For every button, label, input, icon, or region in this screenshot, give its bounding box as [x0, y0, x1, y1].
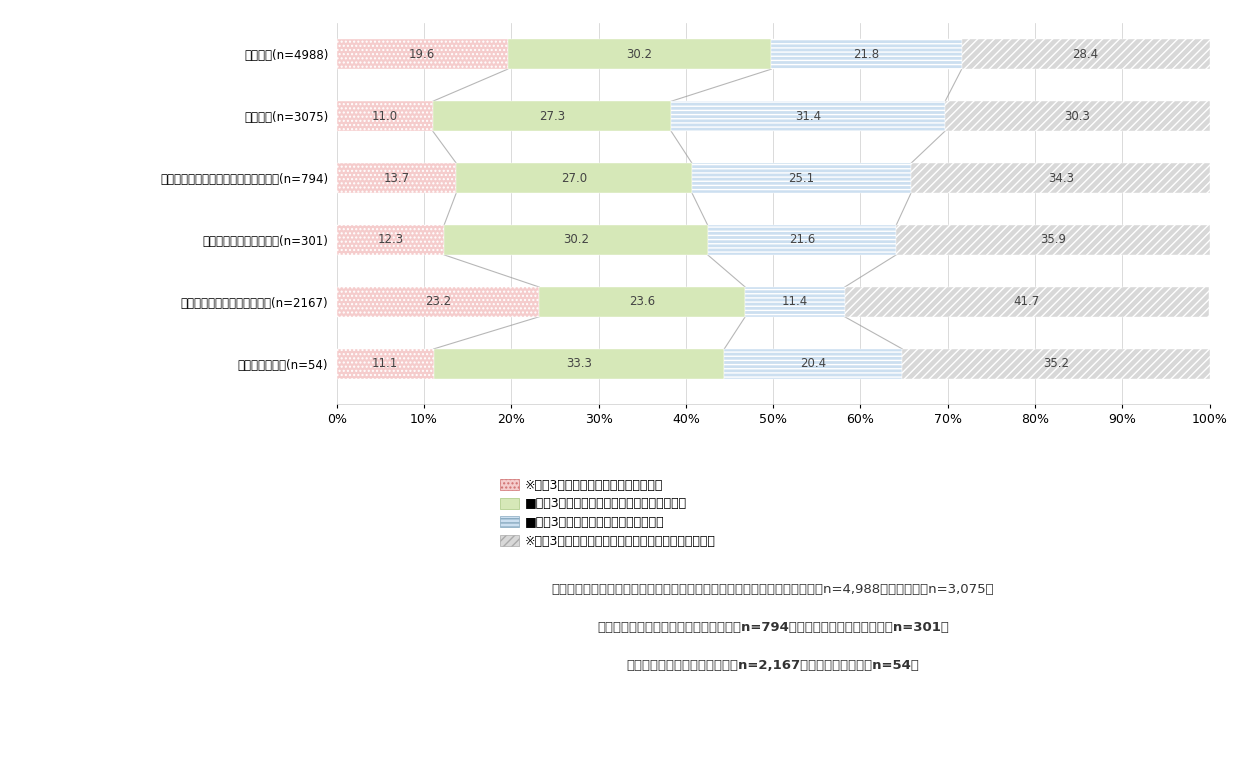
Text: 30.2: 30.2 — [626, 47, 652, 61]
Bar — [539, 287, 746, 317]
Bar — [456, 163, 692, 193]
Bar — [671, 101, 945, 131]
Bar — [508, 40, 772, 69]
Text: 20.4: 20.4 — [801, 357, 827, 371]
Text: 27.3: 27.3 — [539, 110, 565, 123]
Bar — [961, 40, 1210, 69]
Text: 11.0: 11.0 — [372, 110, 398, 123]
Bar — [337, 225, 444, 255]
Bar — [337, 287, 539, 317]
Text: 41.7: 41.7 — [1014, 295, 1040, 308]
Bar — [433, 101, 671, 131]
Bar — [746, 287, 844, 317]
Text: 21.8: 21.8 — [853, 47, 879, 61]
Bar — [692, 163, 912, 193]
Bar — [707, 225, 897, 255]
Text: 11.4: 11.4 — [782, 295, 808, 308]
Text: 27.0: 27.0 — [561, 172, 587, 185]
Bar — [945, 101, 1210, 131]
Text: 23.2: 23.2 — [425, 295, 451, 308]
Text: 30.3: 30.3 — [1065, 110, 1090, 123]
Bar — [337, 349, 434, 378]
Text: 12.3: 12.3 — [378, 233, 404, 246]
Text: 23.6: 23.6 — [630, 295, 655, 308]
Legend: ※過去3年間に相談件数が増加している, ■過去3年間に相談があり、件数は変わらない, ■過去3年間に相談件数は減少している, ※過去3年間に相談はあるが、件数の: ※過去3年間に相談件数が増加している, ■過去3年間に相談があり、件数は変わらな… — [500, 479, 716, 548]
Bar — [772, 40, 961, 69]
Bar — [912, 163, 1211, 193]
Text: （対象：過去３年間にハラスメントに関する相談があった企業　パワハラ：n=4,988、セクハラ：n=3,075、: （対象：過去３年間にハラスメントに関する相談があった企業 パワハラ：n=4,98… — [552, 583, 994, 596]
Bar — [725, 349, 903, 378]
Text: 35.9: 35.9 — [1040, 233, 1066, 246]
Text: 顧客等からの著しい迷惑行為：n=2,167、就活等セクハラ：n=54）: 顧客等からの著しい迷惑行為：n=2,167、就活等セクハラ：n=54） — [627, 659, 919, 672]
Bar — [337, 101, 433, 131]
Bar — [844, 287, 1208, 317]
Text: 25.1: 25.1 — [788, 172, 814, 185]
Text: 35.2: 35.2 — [1042, 357, 1069, 371]
Bar — [903, 349, 1210, 378]
Text: 30.2: 30.2 — [562, 233, 589, 246]
Text: 11.1: 11.1 — [372, 357, 398, 371]
Text: 妍娠・出産・育児休業等ハラスメント：n=794、介護休業等ハラスメント：n=301、: 妍娠・出産・育児休業等ハラスメント：n=794、介護休業等ハラスメント：n=30… — [597, 621, 949, 634]
Bar — [337, 40, 508, 69]
Text: 13.7: 13.7 — [383, 172, 409, 185]
Text: 33.3: 33.3 — [566, 357, 592, 371]
Bar — [434, 349, 725, 378]
Text: 21.6: 21.6 — [789, 233, 816, 246]
Bar — [337, 163, 456, 193]
Bar — [897, 225, 1210, 255]
Text: 31.4: 31.4 — [796, 110, 821, 123]
Text: 28.4: 28.4 — [1072, 47, 1099, 61]
Text: 34.3: 34.3 — [1047, 172, 1074, 185]
Text: 19.6: 19.6 — [409, 47, 435, 61]
Bar — [444, 225, 707, 255]
